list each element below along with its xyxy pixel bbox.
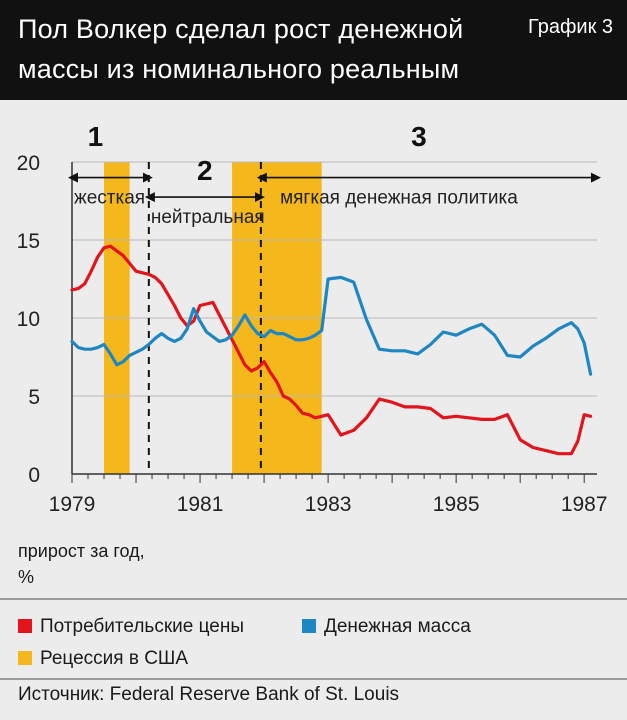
header-bar: Пол Волкер сделал рост денежной массы из…: [0, 0, 627, 100]
legend-swatch-money: [302, 619, 316, 633]
x-tick-label-1987: 1987: [561, 493, 608, 516]
y-tick-label-5: 5: [28, 386, 40, 409]
legend-item-cpi: Потребительские цены: [18, 616, 244, 638]
y-tick-label-20: 20: [17, 152, 40, 175]
x-tick-label-1983: 1983: [305, 493, 352, 516]
y-unit-label: прирост за год, %: [18, 538, 145, 590]
legend-divider-top: [0, 598, 627, 600]
legend-item-money: Денежная масса: [302, 616, 471, 638]
policy-label-2: нейтральная: [151, 207, 265, 228]
chart-title-line-1: Пол Волкер сделал рост денежной: [18, 14, 464, 44]
source-note: Источник: Federal Reserve Bank of St. Lo…: [18, 684, 400, 705]
legend-label-money: Денежная масса: [324, 616, 471, 637]
legend-label-cpi: Потребительские цены: [40, 616, 244, 637]
legend-label-recession: Рецессия в США: [40, 648, 189, 669]
policy-label-1: жесткая: [74, 188, 145, 209]
chart-title-line-2: массы из номинального реальным: [18, 54, 460, 84]
policy-number-3: 3: [411, 121, 427, 152]
legend-item-recession: Рецессия в США: [18, 648, 188, 670]
x-tick-label-1985: 1985: [433, 493, 480, 516]
y-tick-label-0: 0: [28, 464, 40, 487]
legend-swatch-recession: [18, 651, 32, 665]
chart-number-badge: График 3: [527, 16, 613, 38]
y-tick-label-15: 15: [17, 230, 40, 253]
policy-number-2: 2: [197, 155, 213, 186]
policy-label-3: мягкая денежная политика: [280, 188, 518, 209]
x-tick-label-1981: 1981: [177, 493, 224, 516]
legend-swatch-cpi: [18, 619, 32, 633]
x-tick-label-1979: 1979: [49, 493, 96, 516]
policy-number-1: 1: [88, 121, 104, 152]
line-chart: 0 5 10 15 20 1979 1981 1983 1985 1987 жесткая 1 нейт…: [17, 121, 608, 516]
y-tick-label-10: 10: [17, 308, 40, 331]
money-supply-line: [70, 275, 593, 376]
legend-divider-bottom: [0, 678, 627, 680]
chart-area: 0 5 10 15 20 1979 1981 1983 1985 1987 жесткая 1 нейт…: [0, 100, 627, 600]
y-unit-label-line-2: %: [18, 567, 35, 587]
y-unit-label-line-1: прирост за год,: [18, 541, 145, 561]
cpi-line: [70, 244, 593, 456]
